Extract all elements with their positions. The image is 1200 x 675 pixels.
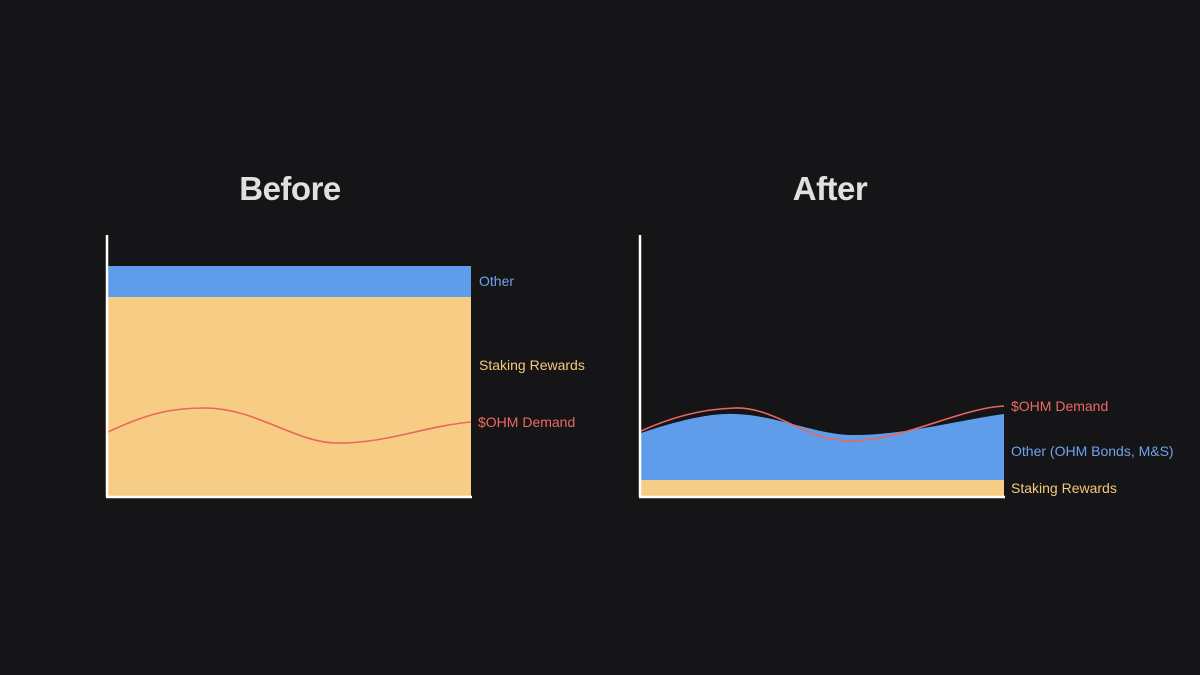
before-other-label: Other <box>479 273 514 289</box>
after-other-area <box>641 413 1004 480</box>
after-other-label: Other (OHM Bonds, M&S) <box>1011 443 1174 459</box>
before-title: Before <box>239 170 341 207</box>
after-staking-rewards-area <box>641 480 1004 496</box>
before-other-area <box>108 266 471 297</box>
after-panel: $OHM Demand Other (OHM Bonds, M&S) Staki… <box>638 235 1174 499</box>
after-ohm-demand-label: $OHM Demand <box>1011 398 1108 414</box>
after-staking-rewards-label: Staking Rewards <box>1011 480 1117 496</box>
before-staking-rewards-label: Staking Rewards <box>479 357 585 373</box>
after-ohm-demand-line <box>640 405 1005 442</box>
before-ohm-demand-line <box>107 407 472 444</box>
after-title: After <box>792 170 868 207</box>
before-staking-rewards-area <box>108 297 471 496</box>
before-ohm-demand-label: $OHM Demand <box>478 414 575 430</box>
before-panel: Other Staking Rewards $OHM Demand <box>105 235 585 499</box>
